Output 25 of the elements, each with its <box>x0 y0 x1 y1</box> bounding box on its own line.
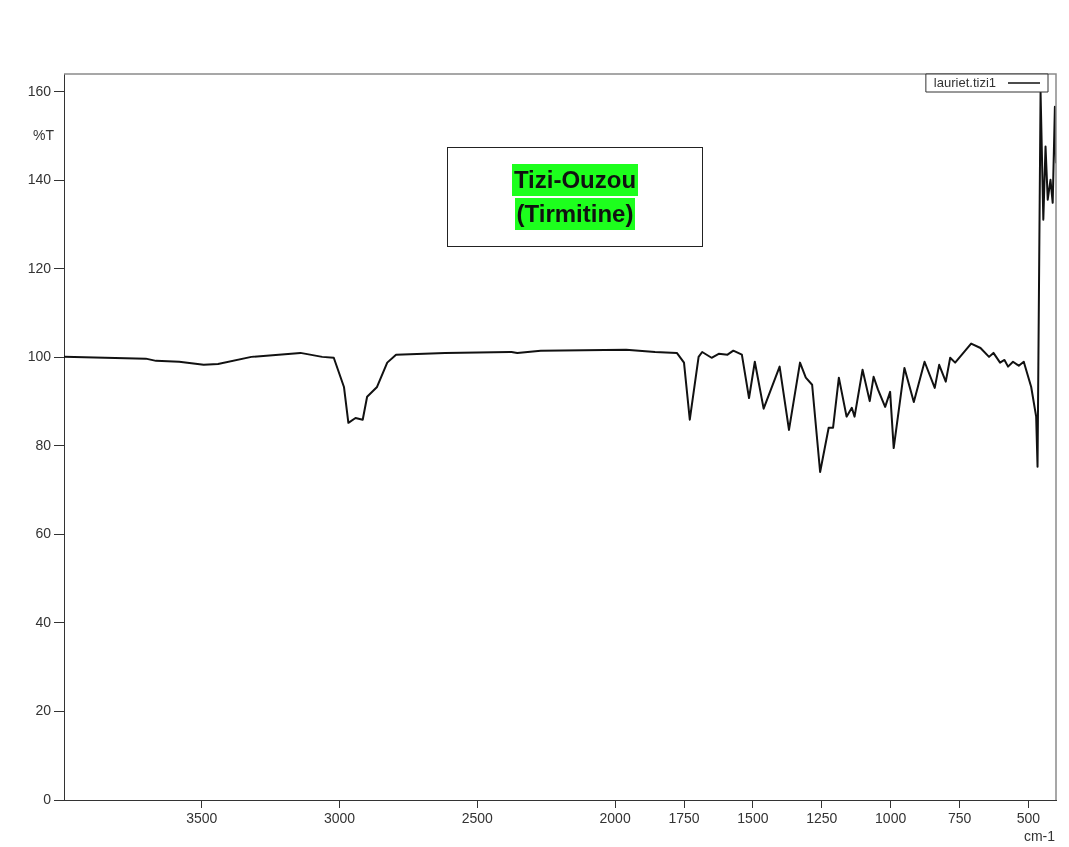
x-axis-title: cm-1 <box>1023 827 1056 844</box>
y-tick-label: 140 <box>27 171 52 188</box>
x-tick-label: 1000 <box>875 810 907 827</box>
x-tick-label: 3500 <box>186 810 218 827</box>
y-tick-label: 0 <box>43 790 52 807</box>
y-axis-title: %T <box>33 126 55 143</box>
annotation: (Tirmitine) <box>514 198 636 230</box>
x-tick-label: 1750 <box>668 810 700 827</box>
y-tick-label: 120 <box>27 259 52 276</box>
x-tick-label: 500 <box>1016 810 1041 827</box>
x-tick-label: 3000 <box>323 810 356 827</box>
y-tick-label: 20 <box>35 702 52 719</box>
y-tick-label: 80 <box>35 436 52 453</box>
y-tick-label: 60 <box>35 525 52 542</box>
legend-label: lauriet.tizi1 <box>933 74 996 90</box>
x-tick-label: 750 <box>947 810 972 827</box>
y-tick-label: 40 <box>35 613 52 630</box>
x-tick-label: 2500 <box>461 810 494 827</box>
annotation: Tizi-Ouzou <box>511 164 639 196</box>
x-tick-label: 1250 <box>806 810 838 827</box>
label-frame: Tizi-Ouzou (Tirmitine) <box>447 147 703 247</box>
y-tick-label: 160 <box>27 82 52 99</box>
y-tick-label: 100 <box>27 348 52 365</box>
x-tick-label: 2000 <box>599 810 631 827</box>
x-tick-label: 1500 <box>737 810 769 827</box>
